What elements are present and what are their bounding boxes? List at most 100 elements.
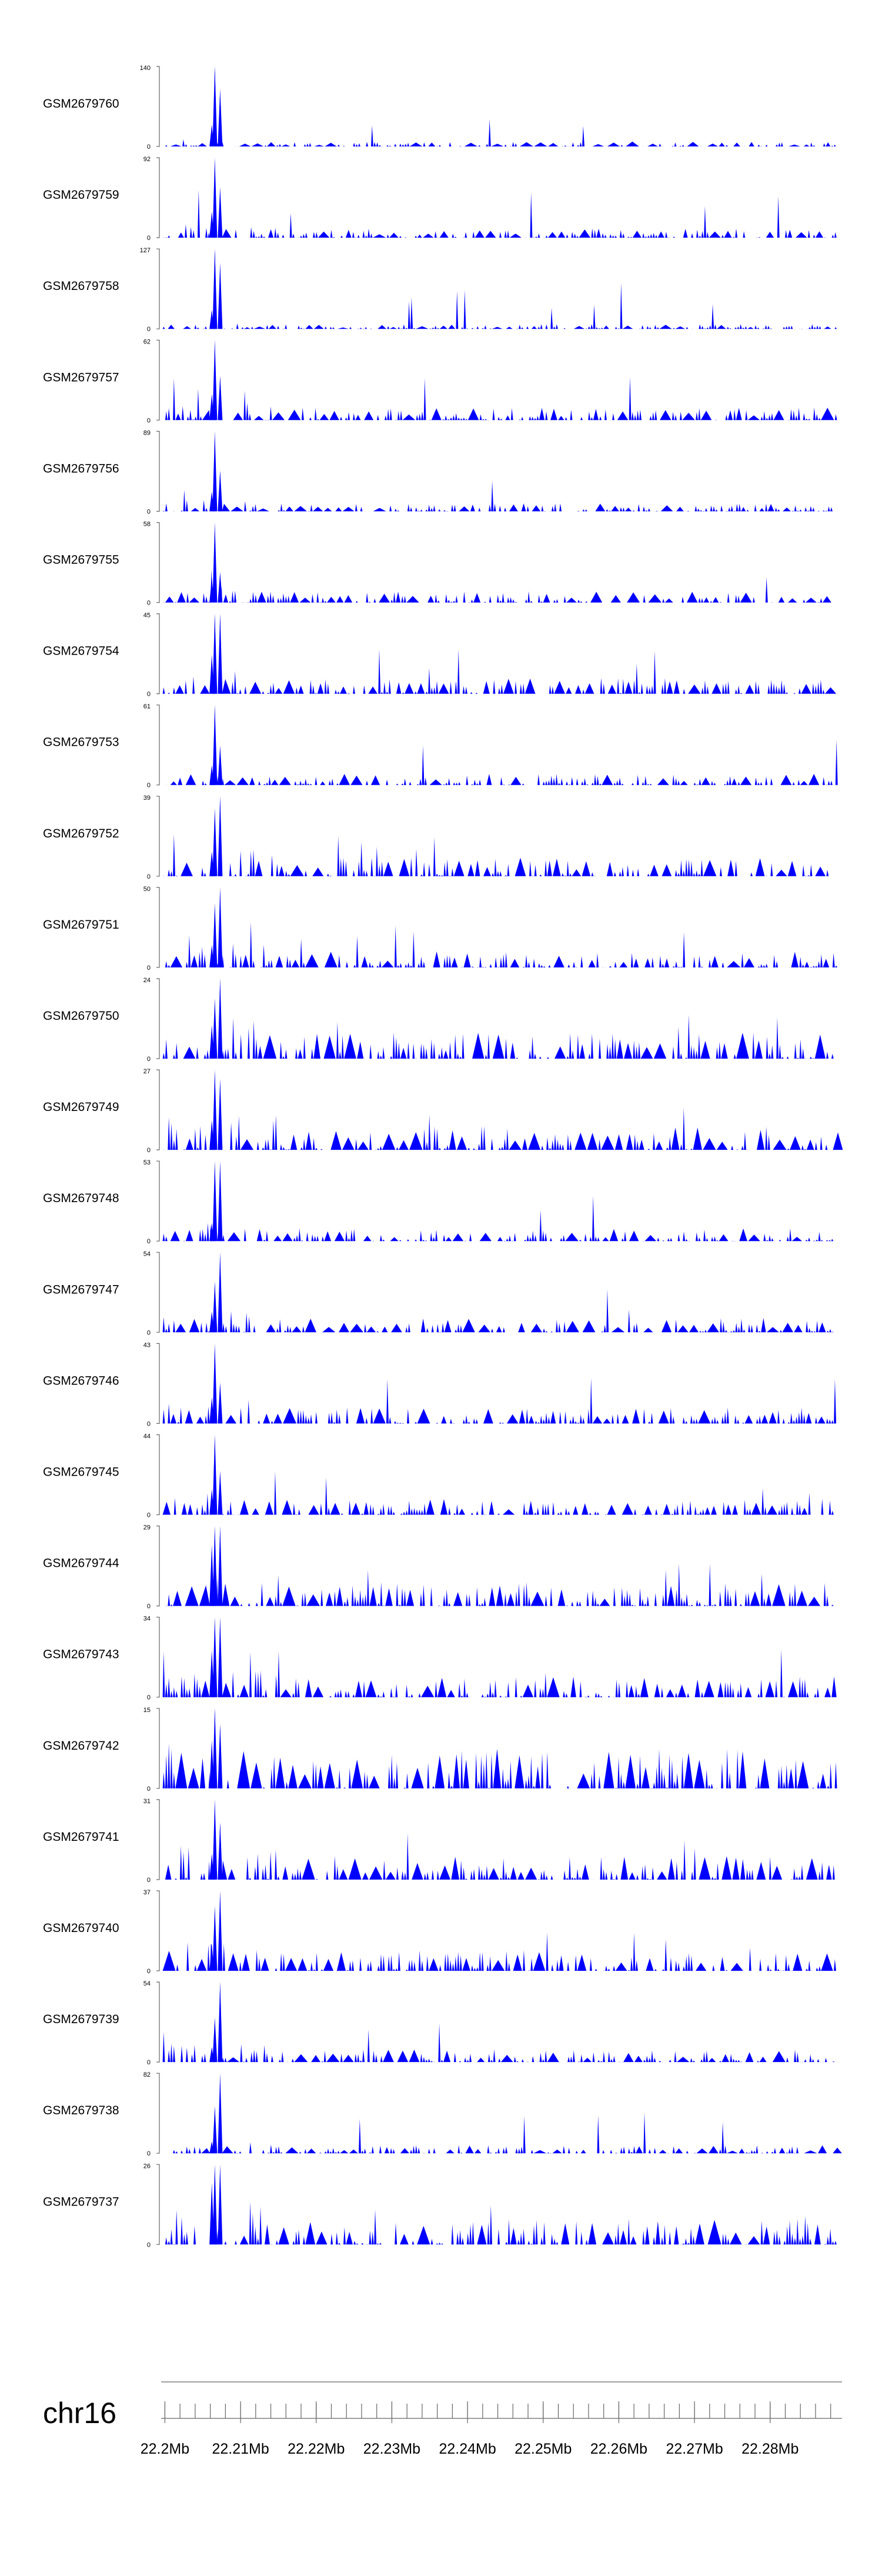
- track-GSM2679760: GSM2679760 140 0: [43, 65, 838, 151]
- track-label: GSM2679758: [43, 279, 119, 293]
- peak-mark: [209, 2141, 215, 2154]
- y-max-label: 37: [143, 1889, 151, 1896]
- peak-mark: [212, 1343, 218, 1424]
- peak-mark: [212, 2164, 218, 2245]
- peak-mark: [209, 1854, 215, 1880]
- peak-mark: [212, 522, 218, 603]
- peak-mark: [209, 1944, 215, 1971]
- y-axis: [156, 1069, 160, 1150]
- y-min-label: 0: [147, 2059, 151, 2066]
- y-max-label: 50: [143, 886, 151, 893]
- y-axis: [156, 1890, 160, 1971]
- y-axis: [156, 613, 160, 695]
- y-axis: [156, 1252, 160, 1333]
- peak-mark: [212, 1434, 218, 1515]
- peak-mark: [218, 1252, 223, 1333]
- y-axis: [156, 1708, 160, 1789]
- peak-mark: [209, 1545, 215, 1606]
- y-max-label: 15: [143, 1707, 151, 1714]
- track-GSM2679757: GSM2679757 62 0: [43, 338, 838, 424]
- track-GSM2679746: GSM2679746 43 0: [43, 1342, 838, 1427]
- track-label: GSM2679745: [43, 1466, 119, 1479]
- y-max-label: 140: [140, 65, 151, 72]
- track-label: GSM2679759: [43, 188, 119, 202]
- y-min-label: 0: [147, 1329, 151, 1336]
- peak-mark: [209, 765, 215, 785]
- y-axis: [156, 2073, 160, 2154]
- track-label: GSM2679750: [43, 1009, 119, 1023]
- track-GSM2679739: GSM2679739 54 0: [43, 1980, 838, 2066]
- track-label: GSM2679749: [43, 1100, 119, 1114]
- track-GSM2679743: GSM2679743 34 0: [43, 1616, 838, 1701]
- peak-mark: [209, 1650, 215, 1697]
- track-GSM2679747: GSM2679747 54 0: [43, 1250, 838, 1336]
- peak-mark: [212, 1282, 218, 1333]
- y-max-label: 24: [143, 977, 151, 984]
- peak-mark: [209, 851, 215, 876]
- peak-mark: [209, 310, 215, 329]
- y-min-label: 0: [147, 1968, 151, 1975]
- peak-mark: [209, 655, 215, 694]
- y-axis: [156, 157, 160, 238]
- peak-mark: [218, 262, 223, 329]
- peak-mark: [218, 2164, 223, 2245]
- y-axis: [156, 248, 160, 329]
- peak-mark: [209, 1025, 215, 1059]
- y-min-label: 0: [147, 873, 151, 880]
- y-max-label: 26: [143, 2163, 151, 2170]
- y-min-label: 0: [147, 1877, 151, 1884]
- y-axis: [156, 431, 160, 512]
- peak-mark: [218, 1724, 223, 1788]
- signal-area: [161, 522, 838, 603]
- x-tick-label: 22.24Mb: [439, 2441, 496, 2457]
- peak-mark: [212, 1617, 218, 1697]
- peak-mark: [218, 1161, 223, 1242]
- y-max-label: 127: [140, 247, 151, 254]
- peak-mark: [218, 613, 223, 694]
- track-label: GSM2679743: [43, 1648, 119, 1661]
- peak-mark: [212, 1708, 218, 1788]
- signal-area: [161, 1708, 838, 1788]
- y-axis: [156, 1799, 160, 1880]
- y-max-label: 43: [143, 1342, 151, 1349]
- peak-mark: [218, 979, 223, 1059]
- y-min-label: 0: [147, 965, 151, 972]
- track-label: GSM2679748: [43, 1192, 119, 1205]
- peak-mark: [218, 887, 223, 967]
- y-min-label: 0: [147, 144, 151, 151]
- track-GSM2679749: GSM2679749 27 0: [43, 1068, 843, 1154]
- track-label: GSM2679739: [43, 2013, 119, 2026]
- y-max-label: 53: [143, 1159, 151, 1166]
- y-min-label: 0: [147, 1694, 151, 1701]
- track-label: GSM2679747: [43, 1283, 119, 1296]
- peak-mark: [218, 1382, 223, 1424]
- signal-area: [161, 1982, 838, 2063]
- y-min-label: 0: [147, 2241, 151, 2248]
- signal-area: [161, 1891, 838, 1971]
- genome-axis: chr16 22.2Mb 22.21Mb 22.22Mb 22.23Mb 22.24Mb…: [43, 2381, 842, 2457]
- y-min-label: 0: [147, 1147, 151, 1154]
- peak-mark: [209, 1223, 215, 1242]
- x-tick-label: 22.22Mb: [288, 2441, 345, 2457]
- signal-area: [161, 1526, 838, 1606]
- track-GSM2679759: GSM2679759 92 0: [43, 156, 838, 242]
- peak-mark: [218, 1079, 223, 1150]
- y-min-label: 0: [147, 1056, 151, 1063]
- y-min-label: 0: [147, 600, 151, 607]
- peak-mark: [212, 1906, 218, 1971]
- track-GSM2679754: GSM2679754 45 0: [43, 612, 838, 698]
- signal-area: [161, 1161, 838, 1242]
- peak-mark: [209, 1740, 215, 1788]
- y-min-label: 0: [147, 1420, 151, 1427]
- track-label: GSM2679744: [43, 1557, 119, 1570]
- signal-tracks: GSM2679760 140 0 GSM2679759 92 0 GSM2679758 127…: [43, 65, 843, 2248]
- y-min-label: 0: [147, 1603, 151, 1610]
- peak-mark: [209, 125, 215, 146]
- peak-mark: [218, 1891, 223, 1971]
- peak-mark: [212, 1161, 218, 1242]
- x-tick-label: 22.23Mb: [363, 2441, 420, 2457]
- peak-mark: [218, 796, 223, 876]
- peak-mark: [209, 211, 215, 238]
- signal-area: [161, 1252, 838, 1333]
- y-axis: [156, 2164, 160, 2245]
